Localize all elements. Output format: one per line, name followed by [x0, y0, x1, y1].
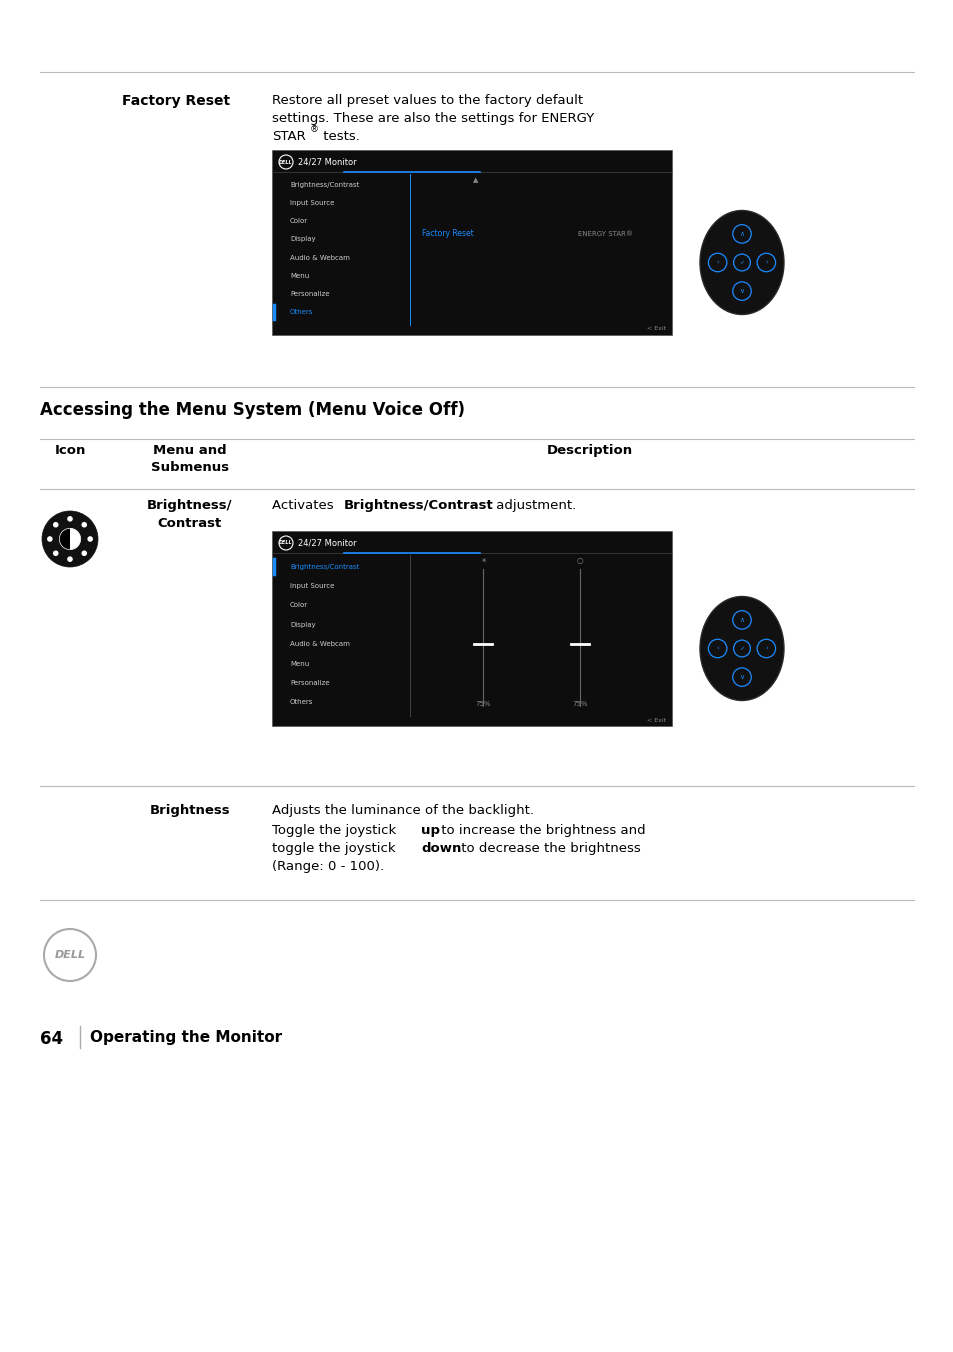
Circle shape — [52, 522, 58, 527]
Text: down: down — [420, 842, 461, 854]
Text: ○: ○ — [577, 557, 583, 565]
Text: tests.: tests. — [318, 130, 359, 143]
Text: Brightness/Contrast: Brightness/Contrast — [290, 183, 359, 188]
Bar — [272, 531, 671, 726]
Text: 75%: 75% — [476, 700, 491, 707]
Circle shape — [52, 550, 58, 556]
Text: ∧: ∧ — [739, 231, 743, 237]
Text: to decrease the brightness: to decrease the brightness — [456, 842, 640, 854]
Text: 64: 64 — [40, 1030, 63, 1048]
Text: Others: Others — [290, 699, 313, 706]
Text: Input Source: Input Source — [290, 200, 334, 207]
Text: Display: Display — [290, 622, 315, 627]
Text: Color: Color — [290, 603, 308, 608]
Circle shape — [67, 516, 72, 522]
Text: < Exit: < Exit — [646, 326, 665, 331]
Text: up: up — [420, 823, 439, 837]
Text: Restore all preset values to the factory default: Restore all preset values to the factory… — [272, 95, 582, 107]
Text: Audio & Webcam: Audio & Webcam — [290, 254, 350, 261]
Circle shape — [47, 537, 52, 542]
Text: DELL: DELL — [279, 160, 293, 165]
Text: ∧: ∧ — [739, 617, 743, 623]
Text: Contrast: Contrast — [157, 516, 222, 530]
Text: Description: Description — [546, 443, 633, 457]
Text: Factory Reset: Factory Reset — [421, 230, 474, 238]
Text: 24/27 Monitor: 24/27 Monitor — [297, 157, 356, 166]
Circle shape — [88, 537, 92, 542]
Text: Color: Color — [290, 218, 308, 224]
Text: Adjusts the luminance of the backlight.: Adjusts the luminance of the backlight. — [272, 804, 534, 817]
Text: settings. These are also the settings for ENERGY: settings. These are also the settings fo… — [272, 112, 594, 124]
Text: Toggle the joystick: Toggle the joystick — [272, 823, 400, 837]
Text: Menu: Menu — [290, 661, 309, 667]
Text: adjustment.: adjustment. — [492, 499, 576, 512]
Circle shape — [42, 511, 98, 566]
Text: ‹: ‹ — [716, 645, 719, 652]
Text: ›: › — [764, 260, 767, 265]
Text: < Exit: < Exit — [646, 718, 665, 722]
Text: (Range: 0 - 100).: (Range: 0 - 100). — [272, 860, 384, 873]
Text: ▲: ▲ — [473, 177, 477, 183]
Text: ∨: ∨ — [739, 288, 743, 295]
Text: ‹: ‹ — [716, 260, 719, 265]
Text: ®: ® — [310, 124, 318, 134]
Ellipse shape — [700, 211, 783, 315]
Text: Brightness: Brightness — [150, 804, 230, 817]
Text: ✓: ✓ — [739, 646, 744, 652]
Text: Others: Others — [290, 310, 313, 315]
Text: DELL: DELL — [54, 950, 86, 960]
Text: Factory Reset: Factory Reset — [122, 95, 230, 108]
Text: Personalize: Personalize — [290, 291, 329, 297]
Wedge shape — [59, 529, 70, 550]
Text: Audio & Webcam: Audio & Webcam — [290, 641, 350, 648]
Text: Display: Display — [290, 237, 315, 242]
Text: ☀: ☀ — [479, 558, 486, 564]
Text: DELL: DELL — [279, 541, 293, 545]
Text: Menu and
Submenus: Menu and Submenus — [151, 443, 229, 475]
Text: Personalize: Personalize — [290, 680, 329, 685]
Circle shape — [733, 254, 750, 270]
Text: ›: › — [764, 645, 767, 652]
Text: to increase the brightness and: to increase the brightness and — [436, 823, 645, 837]
Text: 24/27 Monitor: 24/27 Monitor — [297, 538, 356, 548]
Circle shape — [733, 639, 750, 657]
Text: Brightness/Contrast: Brightness/Contrast — [344, 499, 494, 512]
Text: Icon: Icon — [54, 443, 86, 457]
Text: ✓: ✓ — [739, 260, 744, 265]
Ellipse shape — [700, 596, 783, 700]
Text: Brightness/: Brightness/ — [147, 499, 233, 512]
Text: ∨: ∨ — [739, 675, 743, 680]
Text: toggle the joystick: toggle the joystick — [272, 842, 399, 854]
Text: Menu: Menu — [290, 273, 309, 279]
Text: Brightness/Contrast: Brightness/Contrast — [290, 564, 359, 569]
Text: ENERGY STAR®: ENERGY STAR® — [578, 231, 633, 237]
Circle shape — [81, 550, 87, 556]
Text: Activates: Activates — [272, 499, 337, 512]
Text: STAR: STAR — [272, 130, 305, 143]
Circle shape — [81, 522, 87, 527]
Wedge shape — [70, 529, 81, 550]
Circle shape — [67, 557, 72, 562]
Text: Accessing the Menu System (Menu Voice Off): Accessing the Menu System (Menu Voice Of… — [40, 402, 464, 419]
Text: Operating the Monitor: Operating the Monitor — [90, 1030, 282, 1045]
Text: 75%: 75% — [572, 700, 587, 707]
Bar — [272, 150, 671, 335]
Text: Input Source: Input Source — [290, 583, 334, 589]
